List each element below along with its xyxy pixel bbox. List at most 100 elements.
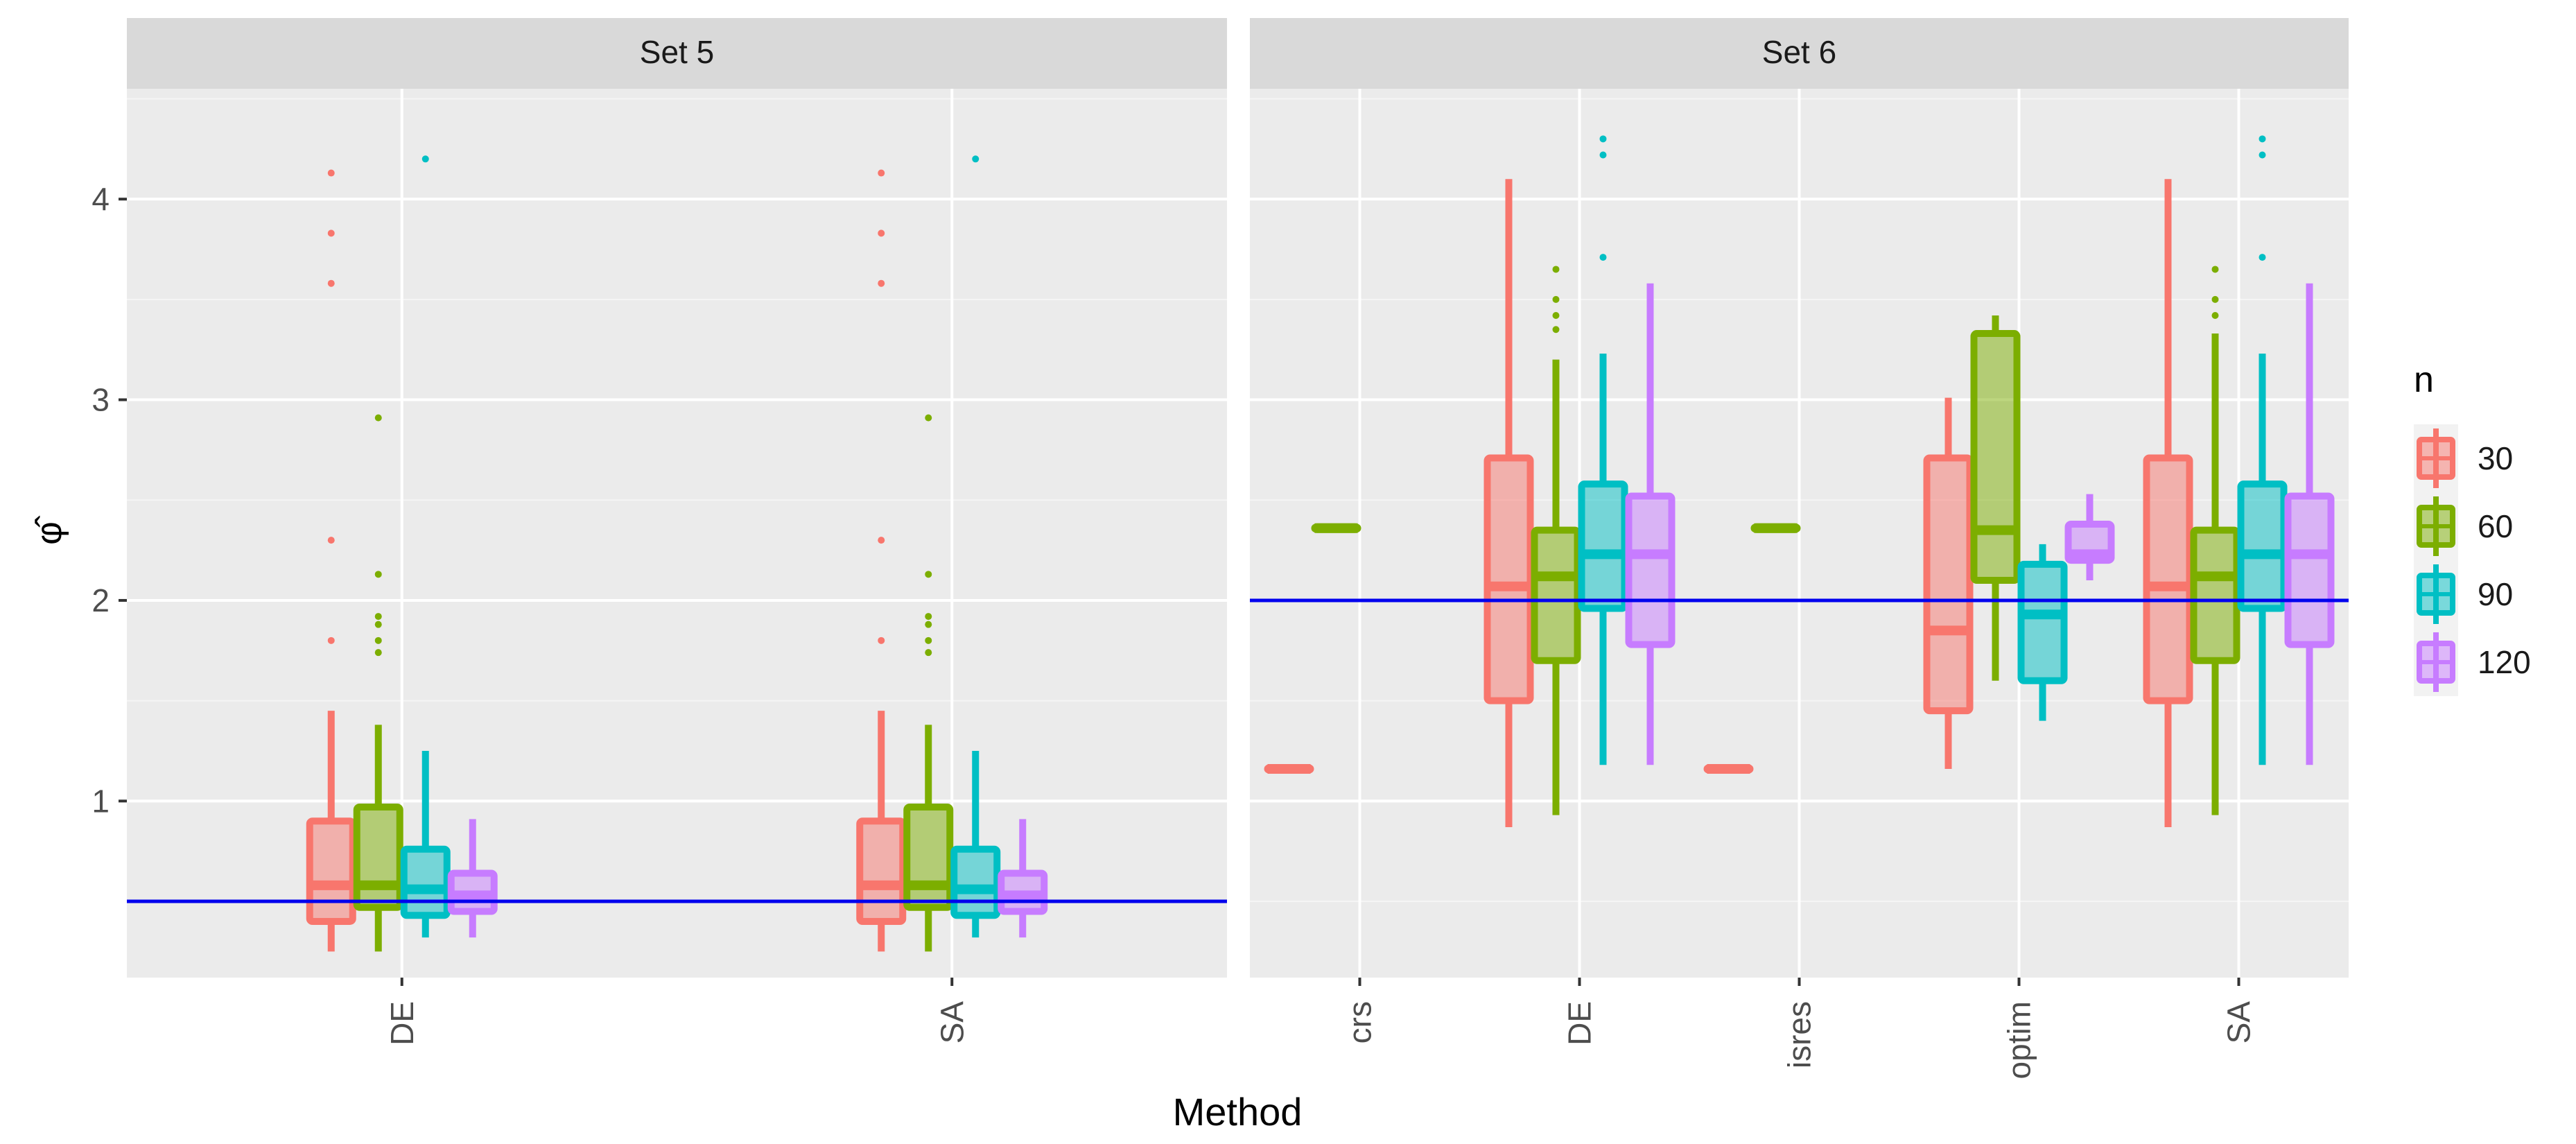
outlier-point [878,537,885,544]
panel-strip [1250,18,2349,89]
outlier-point [972,155,980,163]
box-iqr [1625,492,1676,648]
box-iqr [2237,480,2288,612]
panel-set-6: Set 6 crs DE isres optim SA [1250,18,2349,1079]
panels: Set 5 DE SA Set 6 crs DE isres optim SA [127,18,2349,1079]
box-group-optim [1923,315,2115,770]
box-iqr [1531,526,1581,664]
box-DE-n30 [1483,179,1534,827]
box-SA-n90 [950,155,1001,938]
box-group-isres [1703,523,1801,774]
legend-label: 60 [2478,508,2513,544]
outlier-point [327,636,335,644]
box-iqr [1578,480,1628,612]
box-iqr [1483,454,1534,704]
outlier-point [925,571,932,578]
x-tick-label: DE [1562,1001,1598,1046]
x-tick-label: DE [384,1001,420,1046]
outlier-point [1599,254,1607,261]
legend-label: 90 [2478,576,2513,612]
legend-entry-90: 90 [2414,560,2513,628]
outlier-point [421,155,429,163]
outlier-point [1552,266,1560,273]
outlier-point [374,636,382,644]
outlier-point [1552,326,1560,333]
box-crs-n30 [1264,764,1314,774]
box-iqr [306,817,356,925]
box-optim-n120 [2064,494,2115,581]
box-group-crs [1264,523,1361,774]
y-axis: 1 2 3 4 [92,181,127,819]
box-DE-n60 [353,414,403,952]
box-crs-n60 [1311,523,1361,533]
outlier-point [374,414,382,422]
outlier-point [2211,312,2219,320]
x-axis-title: Method [1173,1090,1303,1134]
outlier-point [878,169,885,177]
outlier-point [374,571,382,578]
legend-entry-60: 60 [2414,492,2513,560]
outlier-point [1552,295,1560,303]
outlier-point [878,636,885,644]
box-iqr [856,817,907,925]
box-SA-n60 [2190,266,2240,815]
box-group-SA [2143,135,2335,827]
x-tick-label: SA [2221,1001,2257,1044]
legend-title: n [2414,360,2434,400]
outlier-point [2259,151,2266,159]
box-SA-n30 [856,169,907,952]
box-SA-n30 [2143,179,2193,827]
box-group-DE [306,155,498,952]
y-axis-title: φ̂ [29,515,69,545]
x-tick-label: optim [2001,1001,2037,1079]
y-tick-label: 4 [92,181,110,217]
outlier-point [327,229,335,237]
box-iqr [2190,526,2240,664]
outlier-point [925,636,932,644]
box-SA-n90 [2237,135,2288,765]
x-tick-label: crs [1342,1001,1378,1043]
outlier-point [1599,151,1607,159]
panel-background [127,89,1227,978]
panel-set-5: Set 5 DE SA [127,18,1227,1046]
outlier-point [925,613,932,621]
outlier-point [878,279,885,287]
legend: n 30 60 90 120 [2414,360,2531,696]
box-iqr [2143,454,2193,704]
outlier-point [2211,295,2219,303]
box-optim-n90 [2017,544,2068,721]
box-iqr [1923,454,1974,715]
legend-entry-30: 30 [2414,424,2513,492]
outlier-point [374,613,382,621]
box-group-SA [856,155,1048,952]
legend-label: 30 [2478,440,2513,476]
box-SA-n60 [903,414,954,952]
panel-strip-label: Set 5 [640,34,714,70]
outlier-point [925,621,932,628]
outlier-point [925,649,932,657]
legend-label: 120 [2478,644,2531,680]
outlier-point [374,649,382,657]
box-iqr [400,845,451,919]
outlier-point [327,279,335,287]
outlier-point [1552,312,1560,320]
box-SA-n120 [2284,283,2335,765]
legend-entry-120: 120 [2414,628,2531,696]
box-optim-n30 [1923,397,1974,770]
y-tick-label: 1 [92,783,110,819]
box-group-DE [1483,135,1676,827]
outlier-point [327,169,335,177]
outlier-point [878,229,885,237]
y-tick-label: 2 [92,582,110,618]
y-tick-label: 3 [92,382,110,418]
box-DE-n60 [1531,266,1581,815]
outlier-point [925,414,932,422]
outlier-point [2211,266,2219,273]
box-optim-n60 [1970,315,2021,681]
x-tick-label: SA [934,1001,970,1044]
outlier-point [2259,135,2266,143]
panel-strip-label: Set 6 [1762,34,1836,70]
box-iqr [950,845,1001,919]
panel-strip [127,18,1227,89]
